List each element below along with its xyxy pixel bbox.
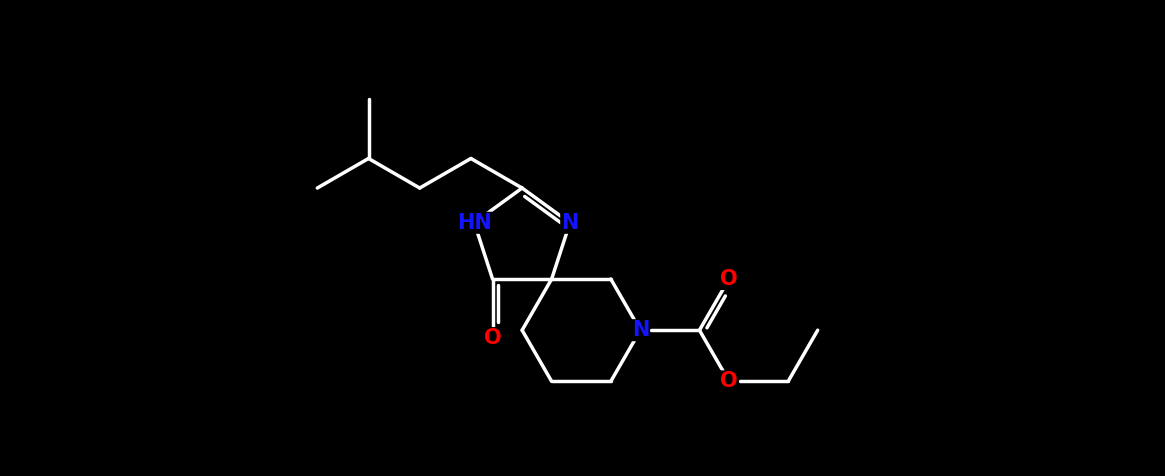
Text: HN: HN bbox=[457, 213, 492, 233]
Text: N: N bbox=[562, 213, 579, 233]
Text: O: O bbox=[720, 371, 737, 391]
Text: O: O bbox=[720, 269, 737, 289]
Text: N: N bbox=[631, 320, 649, 340]
Text: O: O bbox=[483, 328, 501, 348]
